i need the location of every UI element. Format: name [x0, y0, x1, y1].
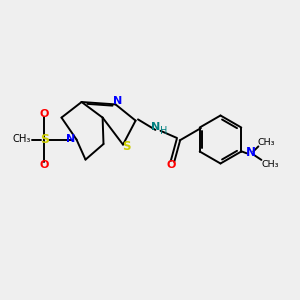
Text: CH₃: CH₃ [262, 160, 279, 169]
Text: N: N [246, 146, 256, 159]
Text: H: H [160, 126, 167, 136]
Text: CH₃: CH₃ [12, 134, 31, 145]
Text: S: S [122, 140, 131, 154]
Text: N: N [152, 122, 160, 132]
Text: N: N [113, 96, 122, 106]
Text: S: S [40, 133, 49, 146]
Text: O: O [40, 109, 49, 119]
Text: CH₃: CH₃ [257, 138, 275, 147]
Text: N: N [67, 134, 76, 145]
Text: O: O [166, 160, 176, 170]
Text: O: O [40, 160, 49, 170]
